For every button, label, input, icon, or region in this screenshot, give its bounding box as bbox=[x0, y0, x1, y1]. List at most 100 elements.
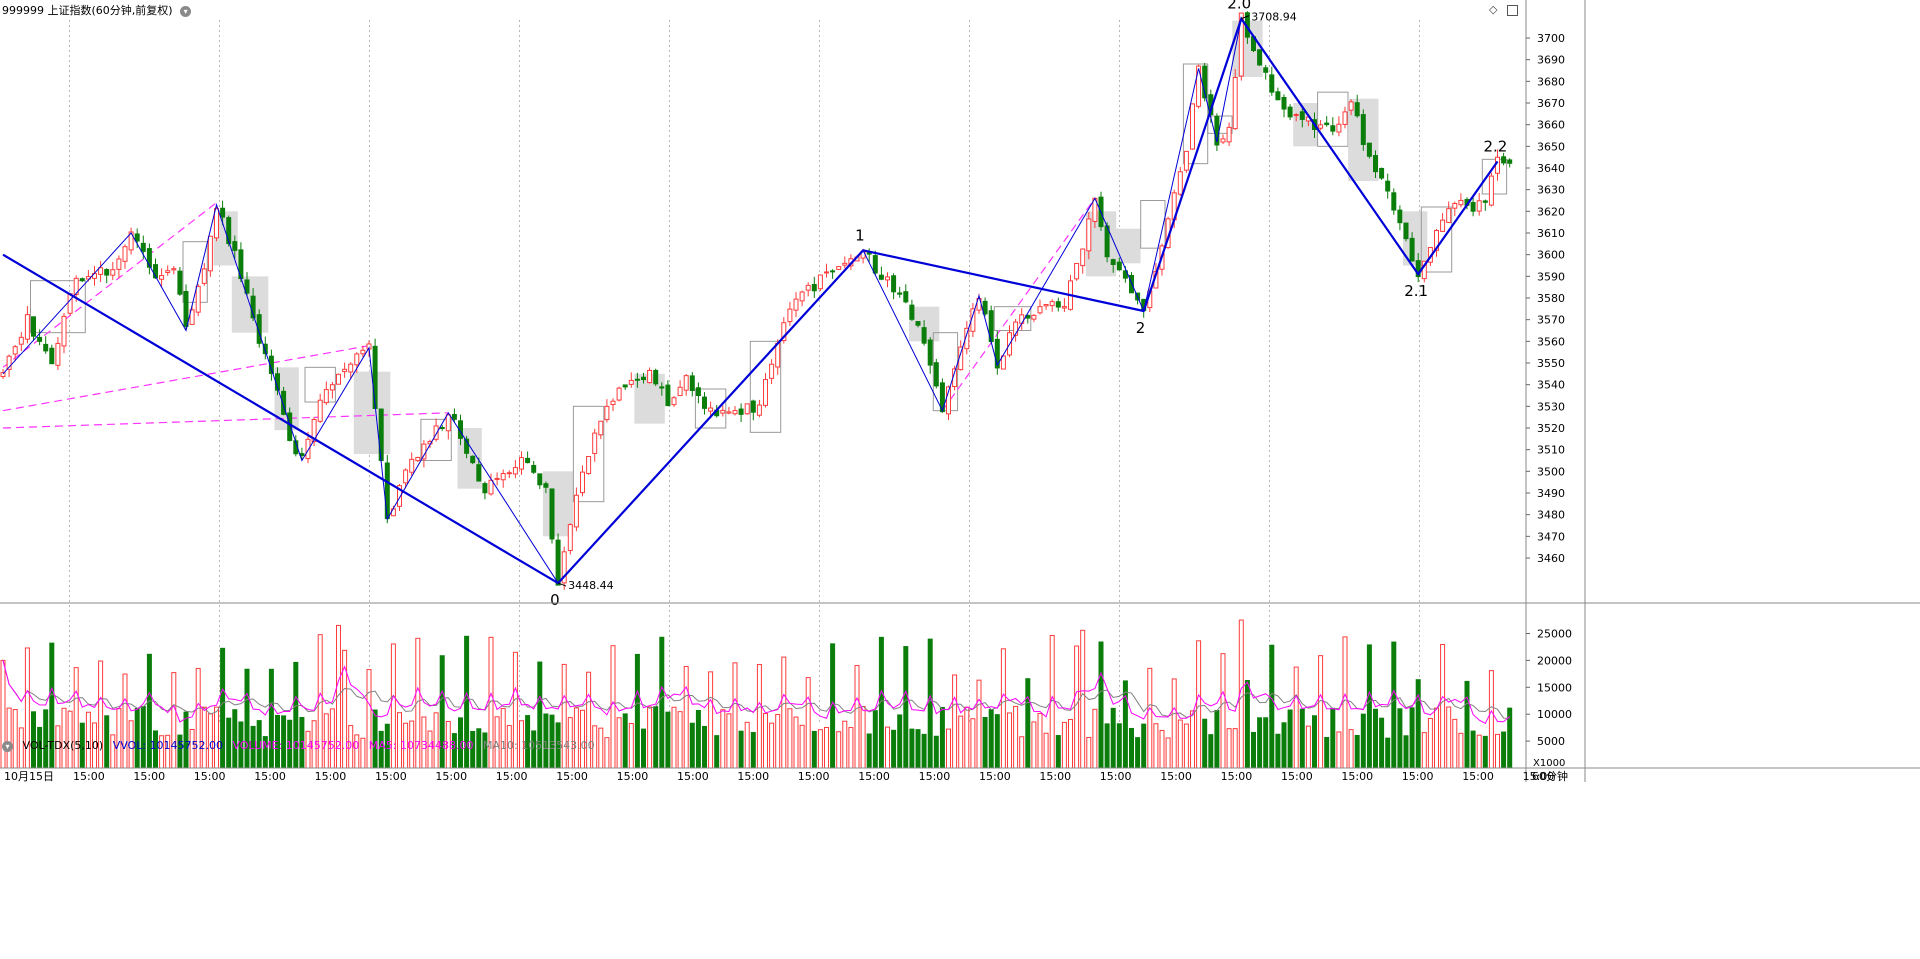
volume-bar[interactable] bbox=[1464, 680, 1470, 769]
candle-body[interactable] bbox=[744, 403, 750, 415]
candle-body[interactable] bbox=[488, 479, 494, 495]
candle-body[interactable] bbox=[232, 241, 238, 251]
volume-bar[interactable] bbox=[1446, 706, 1452, 769]
candle-body[interactable] bbox=[1330, 125, 1336, 132]
volume-bar[interactable] bbox=[866, 733, 872, 769]
volume-bar[interactable] bbox=[689, 722, 695, 769]
volume-bar[interactable] bbox=[671, 706, 677, 769]
candle-body[interactable] bbox=[665, 384, 671, 407]
candle-body[interactable] bbox=[763, 379, 768, 406]
candle-body[interactable] bbox=[964, 327, 970, 350]
candle-body[interactable] bbox=[567, 524, 573, 551]
volume-bar[interactable] bbox=[366, 669, 372, 769]
volume-bar[interactable] bbox=[946, 728, 951, 769]
candle-body[interactable] bbox=[872, 255, 878, 274]
candle-body[interactable] bbox=[494, 477, 500, 480]
candle-body[interactable] bbox=[98, 267, 104, 275]
diamond-icon[interactable]: ◇ bbox=[1489, 3, 1498, 16]
candle-body[interactable] bbox=[1373, 155, 1378, 173]
candle-body[interactable] bbox=[622, 384, 628, 388]
candle-body[interactable] bbox=[1263, 67, 1269, 73]
volume-bar[interactable] bbox=[872, 710, 878, 769]
candle-body[interactable] bbox=[128, 231, 134, 251]
candle-body[interactable] bbox=[1202, 65, 1208, 99]
volume-bar[interactable] bbox=[988, 709, 994, 769]
candle-body[interactable] bbox=[537, 473, 543, 486]
candle-body[interactable] bbox=[397, 485, 402, 507]
volume-bar[interactable] bbox=[1165, 737, 1171, 769]
volume-bar[interactable] bbox=[824, 727, 829, 769]
volume-bar[interactable] bbox=[1476, 734, 1482, 769]
candle-body[interactable] bbox=[1397, 209, 1403, 224]
volume-bar[interactable] bbox=[268, 668, 274, 769]
candle-body[interactable] bbox=[543, 483, 549, 488]
candle-body[interactable] bbox=[592, 432, 598, 454]
volume-bar[interactable] bbox=[787, 708, 793, 769]
candle-body[interactable] bbox=[31, 316, 36, 337]
candle-body[interactable] bbox=[726, 411, 732, 414]
candle-body[interactable] bbox=[37, 336, 43, 342]
volume-bar[interactable] bbox=[1092, 708, 1098, 769]
candle-body[interactable] bbox=[1287, 106, 1293, 118]
volume-bar[interactable] bbox=[610, 645, 616, 769]
candle-body[interactable] bbox=[1360, 114, 1366, 145]
candle-body[interactable] bbox=[207, 235, 213, 272]
candle-body[interactable] bbox=[1043, 304, 1049, 307]
candle-body[interactable] bbox=[281, 390, 287, 415]
volume-bar[interactable] bbox=[195, 667, 201, 769]
volume-bar[interactable] bbox=[140, 706, 146, 769]
volume-bar[interactable] bbox=[976, 679, 982, 769]
candle-body[interactable] bbox=[336, 373, 341, 385]
candle-body[interactable] bbox=[549, 488, 555, 540]
candle-body[interactable] bbox=[1061, 306, 1067, 309]
candle-body[interactable] bbox=[116, 258, 122, 270]
candle-body[interactable] bbox=[781, 322, 787, 342]
candle-body[interactable] bbox=[811, 284, 817, 292]
volume-bar[interactable] bbox=[738, 730, 744, 769]
candle-body[interactable] bbox=[1482, 200, 1488, 203]
candle-body[interactable] bbox=[1415, 260, 1421, 278]
candle-body[interactable] bbox=[720, 409, 726, 414]
candle-body[interactable] bbox=[512, 467, 518, 475]
candle-body[interactable] bbox=[659, 386, 665, 389]
candle-body[interactable] bbox=[317, 399, 323, 422]
candle-body[interactable] bbox=[909, 304, 915, 320]
volume-bar[interactable] bbox=[732, 662, 738, 769]
volume-bar[interactable] bbox=[1159, 729, 1165, 769]
chevron-down-icon[interactable]: ▾ bbox=[180, 5, 192, 17]
volume-bar[interactable] bbox=[1110, 707, 1116, 769]
candle-body[interactable] bbox=[946, 386, 951, 415]
volume-bar[interactable] bbox=[1312, 715, 1317, 769]
volume-bar[interactable] bbox=[1147, 667, 1153, 769]
candle-body[interactable] bbox=[256, 314, 262, 344]
volume-bar[interactable] bbox=[860, 705, 866, 769]
candle-body[interactable] bbox=[732, 410, 738, 415]
volume-bar[interactable] bbox=[903, 646, 909, 769]
candle-body[interactable] bbox=[628, 379, 634, 385]
candle-body[interactable] bbox=[189, 309, 195, 325]
candle-body[interactable] bbox=[1342, 111, 1348, 125]
volume-bar[interactable] bbox=[1055, 735, 1061, 769]
candle-body[interactable] bbox=[1488, 175, 1494, 206]
candle-body[interactable] bbox=[1336, 123, 1342, 133]
candle-body[interactable] bbox=[482, 483, 488, 494]
volume-bar[interactable] bbox=[1409, 707, 1415, 769]
candle-body[interactable] bbox=[866, 252, 872, 255]
candle-body[interactable] bbox=[915, 321, 921, 326]
volume-bar[interactable] bbox=[1116, 723, 1122, 769]
volume-bar[interactable] bbox=[1324, 736, 1330, 769]
volume-bar[interactable] bbox=[1226, 728, 1232, 769]
candle-body[interactable] bbox=[903, 291, 909, 303]
volume-bar[interactable] bbox=[1122, 680, 1128, 769]
candle-body[interactable] bbox=[342, 368, 348, 373]
volume-bar[interactable] bbox=[805, 677, 811, 769]
candle-body[interactable] bbox=[677, 386, 683, 397]
volume-bar[interactable] bbox=[781, 656, 787, 769]
volume-bar[interactable] bbox=[799, 724, 805, 769]
candle-body[interactable] bbox=[73, 277, 79, 295]
volume-bar[interactable] bbox=[1458, 732, 1464, 769]
volume-bar[interactable] bbox=[952, 674, 958, 769]
volume-bar[interactable] bbox=[1086, 736, 1092, 769]
volume-bar[interactable] bbox=[1196, 640, 1202, 769]
candle-body[interactable] bbox=[1116, 261, 1122, 271]
